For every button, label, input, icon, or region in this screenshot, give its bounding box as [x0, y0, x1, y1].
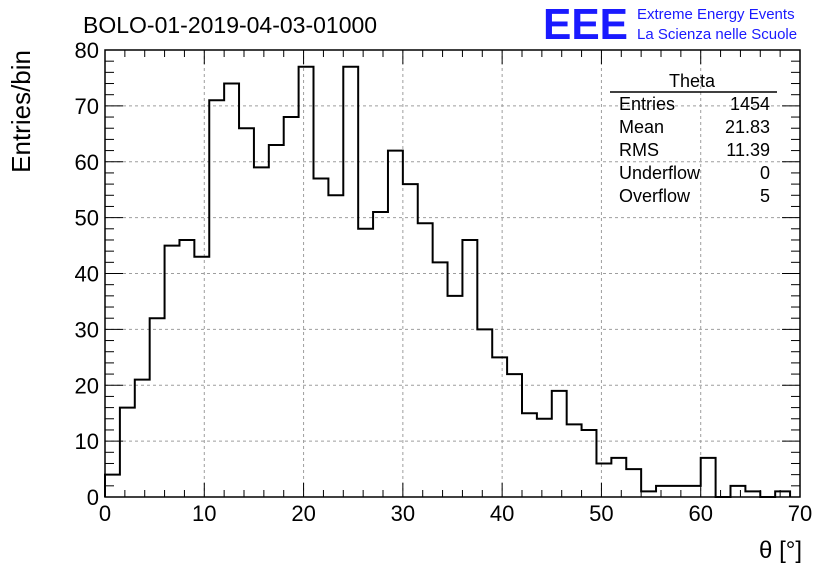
- stats-underflow-label: Underflow: [619, 163, 701, 183]
- y-tick-label: 80: [75, 38, 99, 63]
- stats-box: Theta Entries 1454 Mean 21.83 RMS 11.39 …: [610, 71, 777, 206]
- stats-entries-value: 1454: [730, 94, 770, 114]
- x-axis-label: θ [°]: [759, 537, 802, 564]
- stats-entries-label: Entries: [619, 94, 675, 114]
- x-tick-label: 70: [788, 501, 812, 526]
- stats-mean-value: 21.83: [725, 117, 770, 137]
- eee-logo-line1: Extreme Energy Events: [637, 6, 795, 23]
- eee-logo-mark: EEE: [543, 0, 628, 49]
- y-tick-label: 50: [75, 206, 99, 231]
- chart-title: BOLO-01-2019-04-03-01000: [83, 12, 377, 38]
- y-tick-labels: 0 10 20 30 40 50 60 70 80: [75, 38, 99, 510]
- y-tick-label: 20: [75, 373, 99, 398]
- x-tick-label: 20: [291, 501, 315, 526]
- x-tick-labels: 0 10 20 30 40 50 60 70: [99, 501, 812, 526]
- stats-rms-label: RMS: [619, 140, 659, 160]
- stats-overflow-value: 5: [760, 186, 770, 206]
- x-tick-label: 50: [589, 501, 613, 526]
- stats-rms-value: 11.39: [726, 140, 770, 160]
- y-tick-label: 70: [75, 94, 99, 119]
- y-tick-label: 40: [75, 262, 99, 287]
- stats-overflow-label: Overflow: [619, 186, 691, 206]
- x-tick-label: 40: [490, 501, 514, 526]
- stats-box-title: Theta: [669, 71, 716, 91]
- plot-frame: [104, 49, 801, 498]
- y-tick-label: 0: [87, 485, 99, 510]
- stats-underflow-value: 0: [760, 163, 770, 183]
- y-tick-label: 10: [75, 429, 99, 454]
- eee-logo: EEE Extreme Energy Events La Scienza nel…: [543, 0, 797, 49]
- stats-mean-label: Mean: [619, 117, 664, 137]
- x-tick-label: 60: [688, 501, 712, 526]
- x-tick-label: 0: [99, 501, 111, 526]
- y-tick-label: 60: [75, 150, 99, 175]
- x-tick-label: 30: [391, 501, 415, 526]
- y-tick-label: 30: [75, 317, 99, 342]
- histogram-outline: [104, 65, 792, 498]
- axis-ticks: [104, 49, 801, 498]
- x-tick-label: 10: [192, 501, 216, 526]
- grid: [105, 50, 800, 497]
- y-axis-label: Entries/bin: [6, 50, 36, 173]
- eee-logo-line2: La Scienza nelle Scuole: [637, 26, 797, 43]
